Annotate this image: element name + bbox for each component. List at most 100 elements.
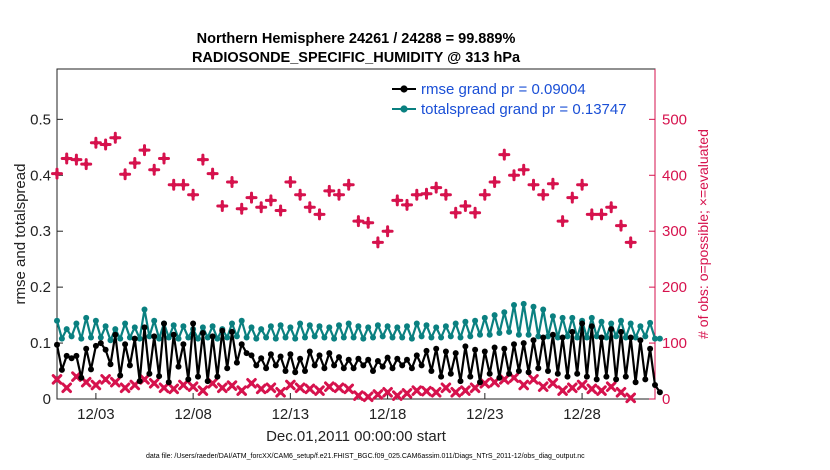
rmse-point-36 bbox=[229, 328, 235, 335]
totalspread-point-107 bbox=[574, 334, 581, 341]
evaluated-marker-15 bbox=[197, 385, 209, 396]
legend-marker-rmse bbox=[400, 85, 408, 93]
rmse-point-52 bbox=[306, 348, 313, 355]
totalspread-point-44 bbox=[267, 323, 274, 330]
evaluated-marker-27 bbox=[314, 385, 325, 396]
totalspread-point-82 bbox=[452, 320, 459, 327]
rmse-point-64 bbox=[365, 356, 372, 363]
totalspread-point-62 bbox=[355, 323, 362, 330]
rmse-point-43 bbox=[263, 365, 270, 372]
totalspread-point-89 bbox=[486, 331, 493, 338]
possible-marker-15 bbox=[196, 153, 209, 166]
evaluated-marker-54 bbox=[576, 379, 588, 391]
totalspread-point-21 bbox=[156, 335, 163, 342]
rmse-point-24 bbox=[170, 331, 177, 338]
possible-marker-55 bbox=[585, 208, 598, 221]
totalspread-point-0 bbox=[54, 317, 60, 324]
rmse-point-117 bbox=[622, 373, 629, 380]
x-tick-label-1: 12/08 bbox=[174, 406, 212, 423]
totalspread-point-88 bbox=[481, 314, 488, 321]
totalspread-point-77 bbox=[428, 334, 435, 341]
possible-marker-0 bbox=[51, 167, 63, 180]
evaluated-marker-17 bbox=[217, 382, 228, 394]
possible-marker-9 bbox=[138, 144, 151, 157]
rmse-point-35 bbox=[224, 365, 231, 372]
totalspread-point-72 bbox=[404, 323, 410, 330]
totalspread-point-119 bbox=[632, 334, 639, 341]
totalspread-point-53 bbox=[311, 333, 318, 340]
rmse-point-81 bbox=[447, 370, 454, 377]
evaluated-marker-48 bbox=[518, 379, 530, 391]
totalspread-point-80 bbox=[442, 323, 449, 330]
possible-marker-16 bbox=[206, 167, 219, 180]
rmse-point-78 bbox=[433, 345, 440, 352]
possible-marker-44 bbox=[478, 188, 491, 201]
possible-marker-21 bbox=[255, 201, 268, 214]
totalspread-point-124 bbox=[656, 335, 663, 342]
evaluated-marker-3 bbox=[80, 376, 92, 388]
totalspread-point-91 bbox=[496, 330, 503, 336]
rmse-point-30 bbox=[199, 330, 206, 336]
totalspread-point-115 bbox=[613, 333, 620, 340]
rmse-point-70 bbox=[394, 355, 401, 362]
rmse-point-71 bbox=[399, 362, 406, 369]
totalspread-point-103 bbox=[554, 334, 561, 341]
totalspread-point-101 bbox=[545, 333, 551, 340]
rmse-point-101 bbox=[545, 368, 551, 374]
totalspread-point-110 bbox=[588, 314, 595, 321]
totalspread-point-87 bbox=[477, 331, 483, 338]
possible-marker-11 bbox=[158, 152, 170, 165]
rmse-point-6 bbox=[83, 345, 90, 352]
totalspread-point-4 bbox=[73, 320, 80, 327]
totalspread-point-55 bbox=[321, 334, 328, 341]
evaluated-marker-40 bbox=[440, 382, 452, 394]
rmse-point-4 bbox=[73, 352, 80, 359]
totalspread-point-117 bbox=[622, 334, 629, 341]
y-right-tick-label-1: 100 bbox=[662, 335, 687, 352]
totalspread-point-27 bbox=[185, 334, 192, 341]
totalspread-point-104 bbox=[559, 314, 566, 321]
evaluated-marker-57 bbox=[605, 381, 617, 393]
possible-marker-43 bbox=[469, 206, 482, 219]
totalspread-point-24 bbox=[170, 322, 177, 329]
rmse-point-39 bbox=[243, 350, 250, 357]
totalspread-point-39 bbox=[243, 334, 250, 341]
evaluated-marker-37 bbox=[411, 385, 423, 396]
totalspread-point-9 bbox=[97, 334, 104, 341]
rmse-point-42 bbox=[258, 355, 265, 362]
possible-marker-53 bbox=[566, 191, 579, 204]
totalspread-point-14 bbox=[122, 320, 129, 327]
rmse-point-121 bbox=[642, 376, 649, 383]
series-totalspread bbox=[54, 300, 663, 344]
totalspread-point-58 bbox=[336, 322, 342, 329]
rmse-point-102 bbox=[549, 331, 556, 338]
totalspread-point-121 bbox=[642, 333, 649, 340]
totalspread-point-67 bbox=[379, 333, 386, 340]
totalspread-point-112 bbox=[598, 318, 605, 325]
totalspread-point-38 bbox=[238, 317, 245, 324]
rmse-point-58 bbox=[336, 354, 342, 361]
evaluated-marker-28 bbox=[323, 381, 335, 393]
possible-marker-3 bbox=[80, 158, 93, 171]
rmse-point-72 bbox=[404, 356, 410, 363]
y-axis-right-label: # of obs: o=possible; ×=evaluated bbox=[695, 129, 711, 339]
totalspread-point-2 bbox=[63, 326, 70, 333]
possible-marker-36 bbox=[401, 198, 413, 211]
rmse-point-19 bbox=[146, 370, 153, 377]
totalspread-point-48 bbox=[287, 324, 294, 331]
legend-entry-totalspread: totalspread grand pr = 0.13747 bbox=[421, 101, 627, 118]
evaluated-marker-42 bbox=[460, 385, 471, 396]
totalspread-point-71 bbox=[399, 334, 406, 341]
series-possible bbox=[51, 131, 637, 249]
rmse-point-55 bbox=[321, 365, 328, 372]
evaluated-marker-43 bbox=[469, 382, 481, 394]
rmse-point-28 bbox=[190, 320, 197, 327]
possible-marker-23 bbox=[274, 204, 287, 217]
rmse-point-41 bbox=[253, 362, 260, 369]
totalspread-point-120 bbox=[637, 323, 644, 330]
totalspread-point-51 bbox=[302, 334, 308, 341]
evaluated-marker-7 bbox=[119, 382, 131, 394]
possible-marker-7 bbox=[119, 168, 132, 181]
rmse-point-34 bbox=[219, 327, 226, 334]
totalspread-point-93 bbox=[506, 328, 513, 335]
